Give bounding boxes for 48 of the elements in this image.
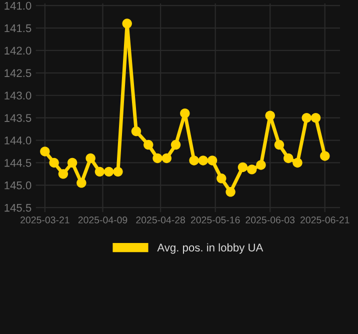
point <box>238 162 248 172</box>
y-tick-label: 142.0 <box>4 46 32 55</box>
y-tick-label: 143.0 <box>4 92 32 100</box>
point <box>207 156 218 166</box>
point <box>49 158 59 168</box>
point <box>152 153 162 164</box>
point <box>302 112 312 123</box>
point <box>284 153 294 164</box>
y-tick-label: 144.5 <box>4 159 32 167</box>
point <box>198 156 208 166</box>
point <box>67 158 78 168</box>
y-tick-label: 141.5 <box>4 24 32 32</box>
point <box>40 146 50 156</box>
y-tick-label: 144.0 <box>4 136 32 144</box>
x-tick-label: 2025-06-21 <box>300 216 350 224</box>
x-tick-label: 2025-04-28 <box>136 216 186 224</box>
y-tick-label: 141.0 <box>4 2 32 10</box>
point <box>180 108 190 118</box>
point <box>189 156 199 166</box>
point <box>86 153 96 164</box>
point <box>94 166 105 177</box>
point <box>58 169 68 179</box>
legend-label: Avg. pos. in lobby UA <box>157 243 264 254</box>
point <box>104 166 114 177</box>
y-tick-label: 145.5 <box>4 204 32 212</box>
point <box>76 178 86 188</box>
point <box>226 187 236 197</box>
point <box>216 174 226 184</box>
point <box>274 140 284 150</box>
point <box>265 110 275 120</box>
point <box>246 164 257 174</box>
y-tick-label: 143.5 <box>4 114 32 122</box>
point <box>113 166 123 177</box>
y-tick-label: 145.0 <box>4 181 32 190</box>
point <box>170 140 181 150</box>
x-tick-label: 2025-05-16 <box>190 216 240 224</box>
point <box>292 158 302 168</box>
point <box>144 140 154 150</box>
point <box>320 151 330 161</box>
x-tick-label: 2025-03-21 <box>20 216 70 224</box>
point <box>162 153 172 164</box>
point <box>310 112 321 123</box>
x-tick-label: 2025-04-09 <box>78 216 128 224</box>
y-tick-label: 142.5 <box>4 69 32 78</box>
point <box>122 18 132 28</box>
point <box>131 126 142 136</box>
point <box>256 160 266 170</box>
x-tick-label: 2025-06-03 <box>246 216 295 224</box>
